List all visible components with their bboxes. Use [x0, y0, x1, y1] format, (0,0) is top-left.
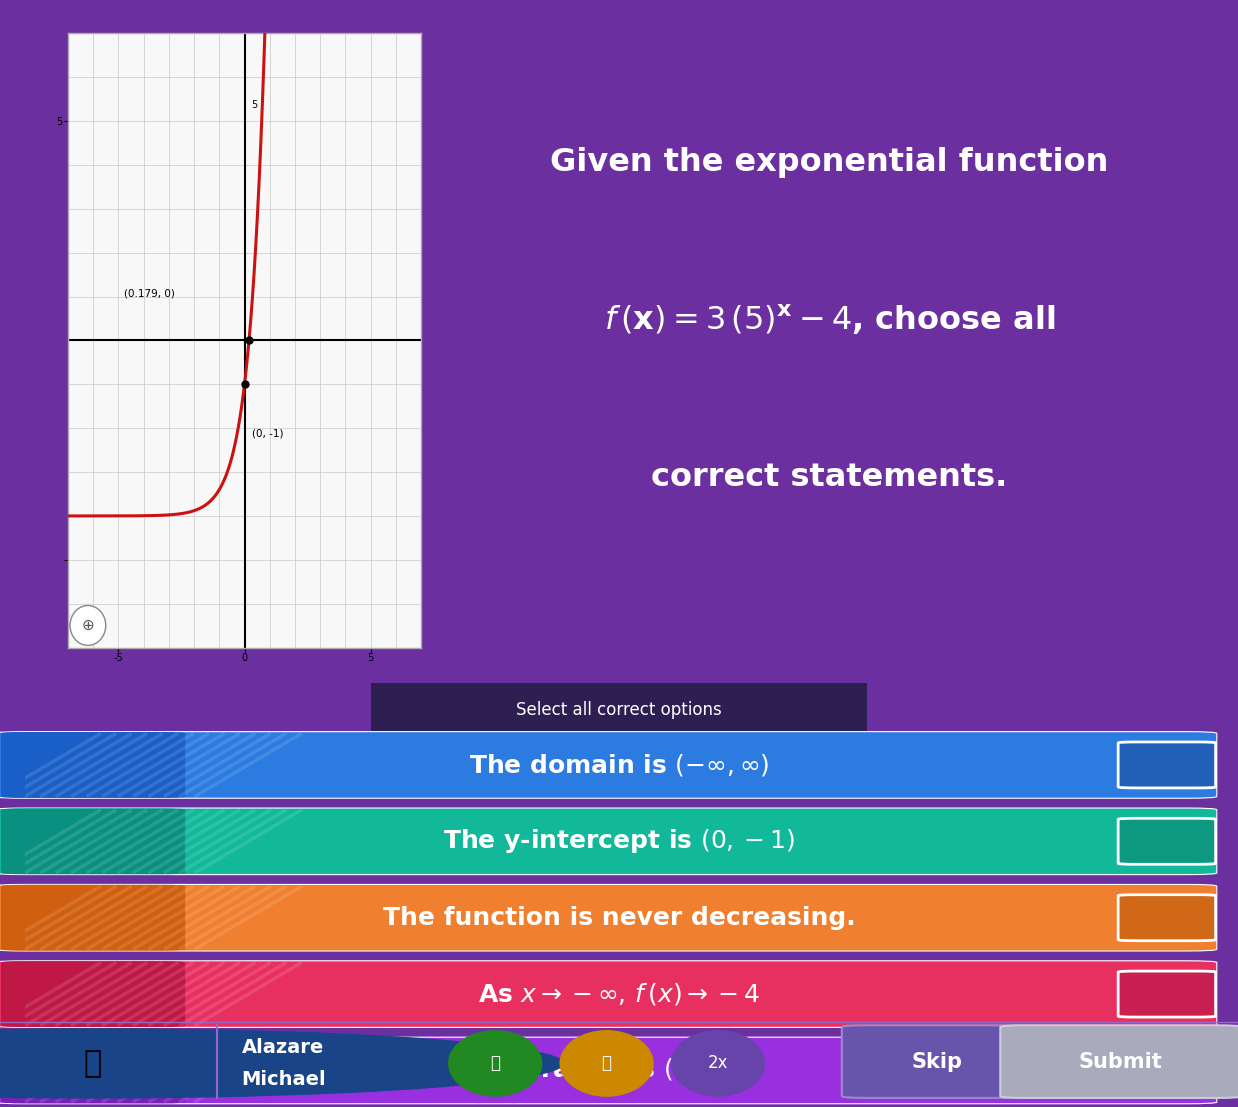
Ellipse shape: [449, 1031, 542, 1096]
FancyBboxPatch shape: [1118, 971, 1216, 1017]
FancyBboxPatch shape: [1, 884, 186, 951]
Text: Skip: Skip: [911, 1052, 963, 1072]
Circle shape: [71, 606, 105, 645]
Text: Michael: Michael: [241, 1070, 326, 1089]
FancyBboxPatch shape: [0, 808, 1217, 875]
FancyBboxPatch shape: [1000, 1025, 1238, 1098]
Text: As $x \rightarrow -\infty,\, f\,(x) \rightarrow -4$: As $x \rightarrow -\infty,\, f\,(x) \rig…: [478, 981, 760, 1007]
FancyBboxPatch shape: [0, 1037, 1217, 1104]
FancyBboxPatch shape: [1, 732, 186, 798]
Text: The range is $(-\infty, \infty)$: The range is $(-\infty, \infty)$: [480, 1056, 758, 1085]
Text: 2x: 2x: [708, 1055, 728, 1073]
Text: (0.179, 0): (0.179, 0): [124, 289, 175, 299]
Text: Submit: Submit: [1078, 1052, 1162, 1072]
FancyBboxPatch shape: [1, 961, 186, 1027]
Text: The domain is $(-\infty, \infty)$: The domain is $(-\infty, \infty)$: [469, 752, 769, 778]
Text: 🏅: 🏅: [602, 1055, 612, 1073]
Text: ⊕: ⊕: [82, 618, 94, 633]
Text: The y-intercept is $(0, -1)$: The y-intercept is $(0, -1)$: [443, 827, 795, 856]
Text: Alazare: Alazare: [241, 1038, 323, 1057]
FancyBboxPatch shape: [0, 961, 1217, 1027]
FancyBboxPatch shape: [0, 732, 1217, 798]
FancyBboxPatch shape: [332, 682, 906, 737]
Ellipse shape: [561, 1031, 654, 1096]
Text: Select all correct options: Select all correct options: [516, 701, 722, 718]
FancyBboxPatch shape: [842, 1025, 1034, 1098]
Text: (0, -1): (0, -1): [253, 428, 284, 439]
Text: The function is never decreasing.: The function is never decreasing.: [383, 906, 855, 930]
FancyBboxPatch shape: [0, 884, 1217, 951]
Text: correct statements.: correct statements.: [651, 463, 1008, 494]
FancyBboxPatch shape: [1118, 818, 1216, 865]
FancyBboxPatch shape: [1118, 742, 1216, 788]
FancyBboxPatch shape: [1118, 894, 1216, 941]
Text: 5: 5: [251, 100, 258, 110]
Text: $f\,(\mathbf{x}) = 3\,(5)^{\mathbf{x}} - 4$, choose all: $f\,(\mathbf{x}) = 3\,(5)^{\mathbf{x}} -…: [604, 303, 1055, 337]
Ellipse shape: [672, 1031, 764, 1096]
FancyBboxPatch shape: [1118, 1047, 1216, 1094]
Text: 👾: 👾: [490, 1055, 500, 1073]
Circle shape: [0, 1028, 563, 1098]
FancyBboxPatch shape: [1, 1037, 186, 1104]
Text: 🎮: 🎮: [84, 1049, 102, 1078]
FancyBboxPatch shape: [1, 808, 186, 875]
Text: Given the exponential function: Given the exponential function: [550, 146, 1109, 177]
